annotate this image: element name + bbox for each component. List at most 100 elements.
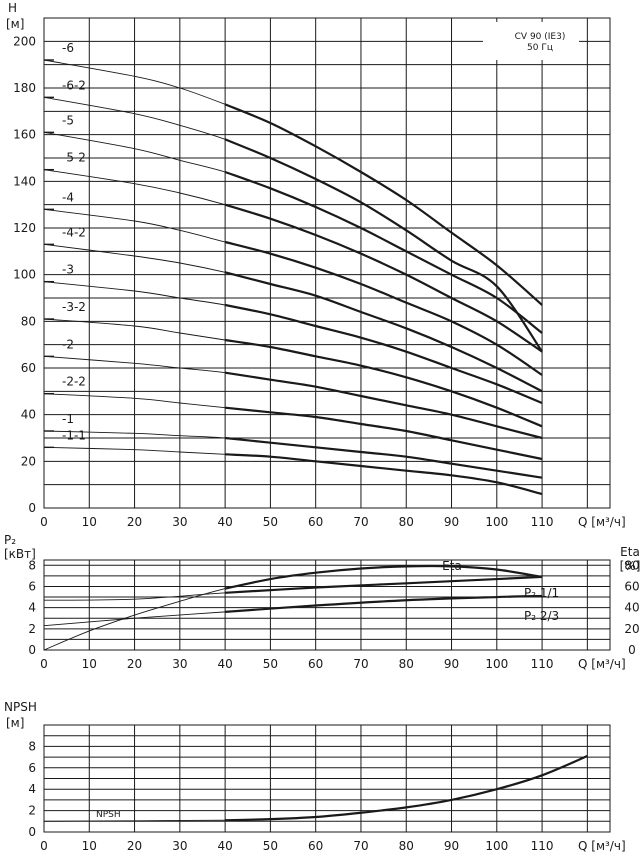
x-tick-label: 10	[82, 515, 97, 529]
series-line	[224, 138, 543, 353]
x-axis-label: Q [м³/ч]	[578, 657, 626, 671]
series-line	[225, 453, 543, 496]
x-tick-label: 70	[353, 839, 368, 853]
y-tick-label: 8	[28, 739, 36, 753]
x-tick-label: 60	[308, 839, 323, 853]
y-tick-label: 0	[28, 501, 36, 515]
y-axis-unit: [м]	[6, 716, 24, 730]
x-tick-label: 100	[485, 657, 508, 671]
y-tick-label: 40	[21, 408, 36, 422]
series-label: -5	[62, 113, 74, 127]
series-line-thin	[43, 595, 543, 627]
series-line	[224, 371, 543, 440]
y2-tick-label: 0	[628, 643, 636, 657]
x-tick-label: 20	[127, 515, 142, 529]
series-label: -2	[62, 337, 74, 351]
x-tick-label: 60	[308, 515, 323, 529]
x-tick-label: 100	[485, 839, 508, 853]
x-tick-label: 80	[399, 839, 414, 853]
x-tick-label: 90	[444, 657, 459, 671]
legend-box	[483, 22, 579, 60]
y2-tick-label: 20	[624, 622, 639, 636]
x-tick-label: 110	[531, 515, 554, 529]
x-tick-label: 80	[399, 657, 414, 671]
x-tick-label: 40	[217, 839, 232, 853]
series-line-thin	[43, 131, 543, 334]
series-line	[224, 170, 543, 334]
series-label: -4-2	[62, 225, 86, 239]
series-label: P₂ 1/1	[524, 586, 559, 600]
x-tick-label: 20	[127, 657, 142, 671]
x-tick-label: 10	[82, 657, 97, 671]
y-tick-label: 2	[28, 804, 36, 818]
x-tick-label: 40	[217, 515, 232, 529]
x-tick-label: 90	[444, 839, 459, 853]
y2-axis-unit: [%]	[620, 559, 640, 573]
series-label: Eta	[442, 559, 462, 573]
x-tick-label: 110	[531, 839, 554, 853]
y-axis-unit: [м]	[6, 17, 24, 31]
y-tick-label: 2	[28, 622, 36, 636]
y2-tick-label: 40	[624, 601, 639, 615]
y-tick-label: 6	[28, 761, 36, 775]
y-tick-label: 4	[28, 601, 36, 615]
series-label: -5-2	[62, 151, 86, 165]
x-tick-label: 80	[399, 515, 414, 529]
x-tick-label: 50	[263, 657, 278, 671]
x-tick-label: 0	[40, 657, 48, 671]
y-axis-label: P₂	[4, 533, 16, 547]
series-label: -1-1	[62, 428, 86, 442]
y-axis-unit: [кВт]	[4, 547, 36, 561]
x-tick-label: 40	[217, 657, 232, 671]
x-tick-label: 30	[172, 515, 187, 529]
y-tick-label: 60	[21, 361, 36, 375]
y-tick-label: 140	[13, 174, 36, 188]
series-line	[224, 240, 543, 376]
series-line	[224, 303, 543, 405]
series-line-thin	[43, 281, 543, 404]
series-line-thin	[43, 446, 543, 495]
legend-frequency: 50 Гц	[527, 43, 553, 53]
x-axis-label: Q [м³/ч]	[578, 839, 626, 853]
x-axis-label: Q [м³/ч]	[578, 515, 626, 529]
y-tick-label: 160	[13, 128, 36, 142]
y-tick-label: 200	[13, 34, 36, 48]
series-line-thin	[43, 208, 543, 376]
series-line	[225, 755, 588, 822]
y-tick-label: 100	[13, 268, 36, 282]
y-tick-label: 4	[28, 782, 36, 796]
x-tick-label: 30	[172, 657, 187, 671]
y-tick-label: 0	[28, 825, 36, 839]
series-label: -6-2	[62, 78, 86, 92]
y-tick-label: 20	[21, 454, 36, 468]
series-line	[224, 203, 543, 353]
x-tick-label: 0	[40, 515, 48, 529]
x-tick-label: 10	[82, 839, 97, 853]
series-line	[224, 103, 543, 306]
series-label: -3	[62, 263, 74, 277]
x-tick-label: 70	[353, 657, 368, 671]
series-line	[225, 575, 543, 594]
series-label: NPSH	[96, 810, 121, 820]
series-line	[225, 594, 543, 613]
series-label: -2-2	[62, 375, 86, 389]
series-label: P₂ 2/3	[524, 609, 559, 623]
x-tick-label: 60	[308, 657, 323, 671]
y-axis-label: NPSH	[4, 700, 37, 714]
y-axis-label: H	[8, 1, 17, 15]
series-line	[225, 406, 543, 461]
y2-tick-label: 80	[624, 558, 639, 572]
x-tick-label: 50	[263, 515, 278, 529]
series-label: -1	[62, 412, 74, 426]
head-chart: 0 10 20 30 40 50 60 70 80 90 100 110 0 20 40 60 80 100 120…	[6, 1, 626, 529]
y-tick-label: 8	[28, 558, 36, 572]
x-tick-label: 100	[485, 515, 508, 529]
y-tick-label: 180	[13, 81, 36, 95]
y-tick-label: 80	[21, 314, 36, 328]
series-line-thin	[43, 243, 543, 392]
npsh-chart: 0 10 20 30 40 50 60 70 80 90 100 110 0 2 4 6 8 NPSH [м] Q […	[4, 700, 626, 853]
series-line	[225, 436, 543, 479]
legend-model: CV 90 (IE3)	[515, 32, 566, 42]
series-line	[224, 271, 543, 393]
